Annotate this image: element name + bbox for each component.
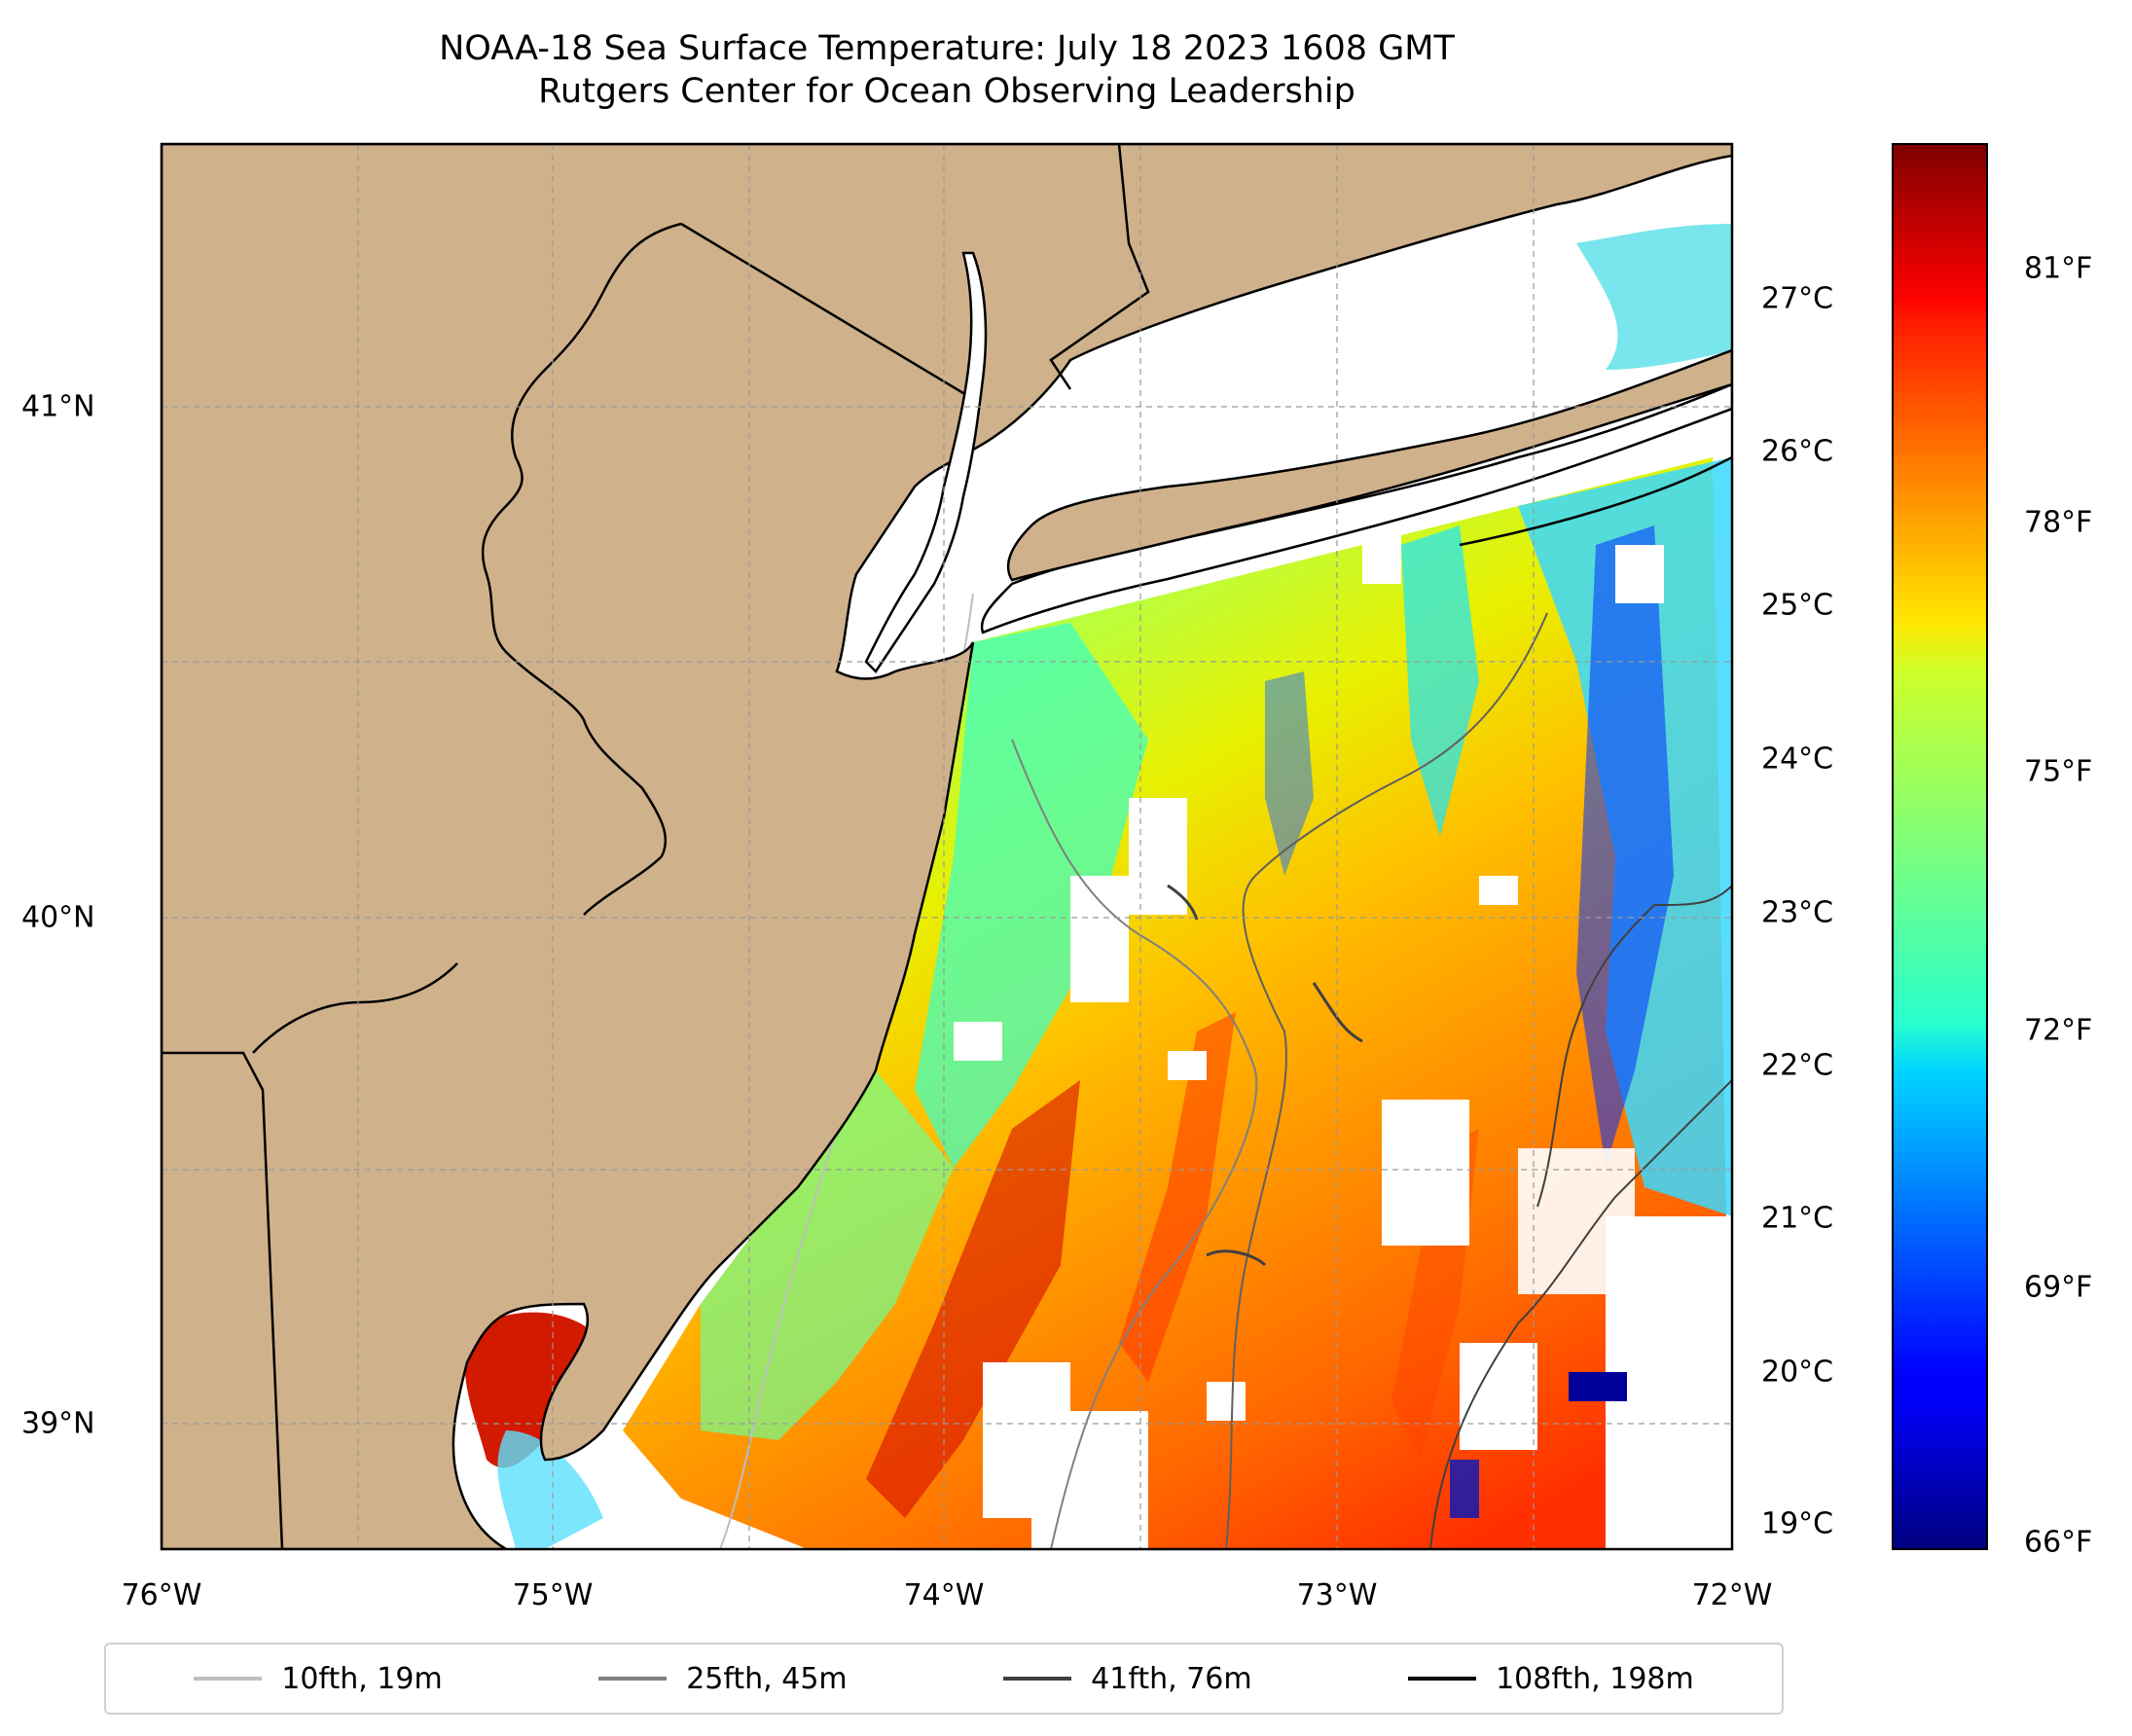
colorbar-fahrenheit-label: 75°F (2024, 754, 2093, 789)
lon-tick-label: 74°W (903, 1578, 985, 1612)
colorbar-celsius-label: 26°C (1761, 434, 1834, 469)
colorbar (1892, 143, 1988, 1550)
legend-entry: 41fth, 76m (1003, 1661, 1252, 1696)
colorbar-celsius-label: 24°C (1761, 741, 1834, 777)
legend-entry: 108fth, 198m (1408, 1662, 1694, 1696)
colorbar-fahrenheit-label: 72°F (2024, 1013, 2093, 1048)
colorbar-fahrenheit-label: 66°F (2024, 1525, 2093, 1560)
colorbar-celsius-label: 22°C (1761, 1048, 1834, 1083)
legend-line-swatch (194, 1677, 263, 1681)
colorbar-celsius-label: 25°C (1761, 588, 1834, 623)
legend-entry: 10fth, 19m (194, 1661, 443, 1696)
lon-tick-label: 76°W (121, 1578, 202, 1612)
borders (162, 144, 1732, 1549)
lat-tick-label: 40°N (21, 900, 95, 935)
gridlines (162, 144, 1732, 1549)
lon-tick-label: 73°W (1296, 1578, 1378, 1612)
colorbar-fahrenheit-label: 78°F (2024, 505, 2093, 540)
colorbar-celsius-label: 23°C (1761, 895, 1834, 930)
legend-label: 108fth, 198m (1496, 1661, 1694, 1696)
isobath-legend: 10fth, 19m 25fth, 45m 41fth, 76m 108fth,… (104, 1643, 1784, 1715)
lat-tick-label: 39°N (21, 1406, 95, 1441)
legend-line-swatch (1408, 1677, 1477, 1681)
legend-line-swatch (598, 1677, 668, 1681)
colorbar-celsius-label: 19°C (1761, 1506, 1834, 1541)
colorbar-celsius-label: 27°C (1761, 281, 1834, 316)
legend-label: 25fth, 45m (686, 1661, 848, 1696)
lon-tick-label: 75°W (512, 1578, 594, 1612)
land (162, 144, 1732, 1549)
legend-label: 41fth, 76m (1091, 1661, 1252, 1696)
colorbar-fahrenheit-label: 69°F (2024, 1270, 2093, 1305)
colorbar-celsius-label: 20°C (1761, 1355, 1834, 1390)
sst-field (311, 224, 1732, 1549)
lon-tick-label: 72°W (1691, 1578, 1773, 1612)
map-subtitle: Rutgers Center for Ocean Observing Leade… (538, 72, 1355, 111)
legend-line-swatch (1003, 1677, 1072, 1681)
hudson-river (864, 251, 988, 673)
colorbar-celsius-label: 21°C (1761, 1201, 1834, 1236)
map-frame (160, 142, 1734, 1551)
legend-entry: 25fth, 45m (598, 1661, 848, 1696)
lat-tick-label: 41°N (21, 389, 95, 424)
legend-label: 10fth, 19m (281, 1661, 443, 1696)
map-title: NOAA-18 Sea Surface Temperature: July 18… (439, 29, 1455, 68)
colorbar-fahrenheit-label: 81°F (2024, 251, 2093, 286)
